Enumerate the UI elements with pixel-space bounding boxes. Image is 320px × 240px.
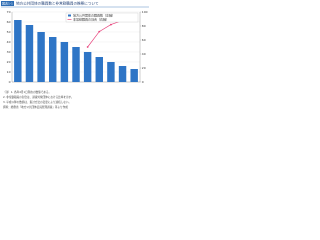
bar [25, 25, 34, 82]
bar [95, 57, 103, 82]
y-tick-label: 20 [7, 60, 11, 64]
bar [130, 69, 138, 82]
y2-tick-label: 20 [142, 66, 146, 70]
bar [107, 62, 115, 82]
y2-tick-label: 60 [142, 38, 146, 42]
note: 3. 平成以降の数値は、集計方法の変更により連続しない。 [3, 100, 71, 104]
bar [60, 42, 69, 82]
bar [83, 52, 92, 82]
note: （注）1. 各年4月1日現在の数値である。 [3, 90, 51, 94]
bar [118, 66, 127, 82]
chart: 図表1-1 地方公共団体の職員数と非常勤職員の推移について 0 10 20 30 40 5… [1, 1, 149, 109]
y-tick-label: 10 [7, 70, 11, 74]
bar [14, 20, 22, 82]
y2-tick-label: 0 [142, 80, 144, 84]
line-point [98, 30, 101, 33]
line-point [86, 46, 89, 48]
title-tag-text: 図表1-1 [2, 1, 13, 6]
note: 資料：総務省「地方公共団体定員管理調査」等より作成 [3, 105, 68, 109]
y-tick-label: 0 [9, 80, 11, 84]
y2-tick-label: 80 [142, 24, 146, 28]
legend-label: 非常勤職員の割合（右軸） [73, 17, 109, 22]
line-point [110, 23, 112, 26]
y2-tick-label: 100 [142, 10, 148, 14]
y-tick-label: 70 [7, 10, 11, 14]
legend-box [65, 12, 139, 23]
note: 2. 非常勤職員の割合は、調査対象団体における比率を示す。 [3, 95, 73, 99]
legend-label: 地方公共団体の職員数（左軸） [73, 13, 115, 18]
y-tick-label: 30 [7, 50, 11, 54]
legend-swatch [68, 14, 71, 17]
y-tick-label: 40 [7, 40, 11, 44]
bar [72, 47, 80, 82]
chart-title: 地方公共団体の職員数と非常勤職員の推移について [16, 1, 99, 6]
title-tag [1, 1, 14, 6]
bar [49, 37, 57, 82]
y-tick-label: 60 [7, 20, 11, 24]
y2-tick-label: 40 [142, 52, 146, 56]
y-tick-label: 50 [7, 30, 11, 34]
bar [37, 32, 45, 82]
